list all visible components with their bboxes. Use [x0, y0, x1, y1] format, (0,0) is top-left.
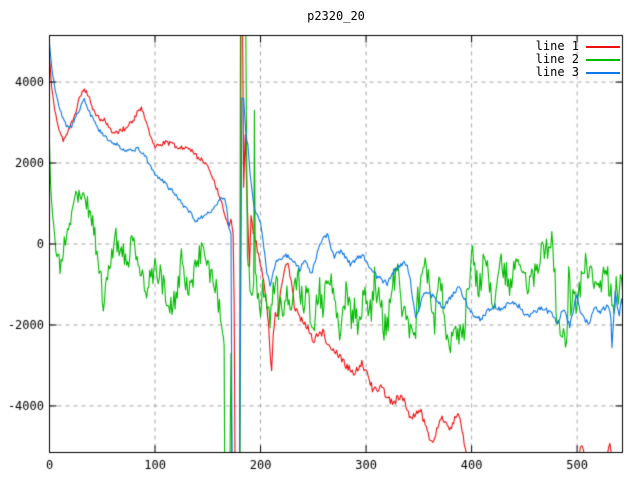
chart-title: p2320_20 [307, 9, 365, 23]
legend-label-line2: line 2 [535, 52, 579, 66]
legend-swatch-line2 [586, 58, 620, 61]
legend-row: line 3 [536, 66, 620, 79]
legend-row: line 2 [536, 53, 620, 66]
legend-label-line3: line 3 [535, 65, 579, 79]
legend: line 1 line 2 line 3 [536, 40, 620, 79]
legend-swatch-line1 [586, 45, 620, 48]
legend-row: line 1 [536, 40, 620, 53]
legend-swatch-line3 [586, 71, 620, 74]
legend-label-line1: line 1 [535, 39, 579, 53]
